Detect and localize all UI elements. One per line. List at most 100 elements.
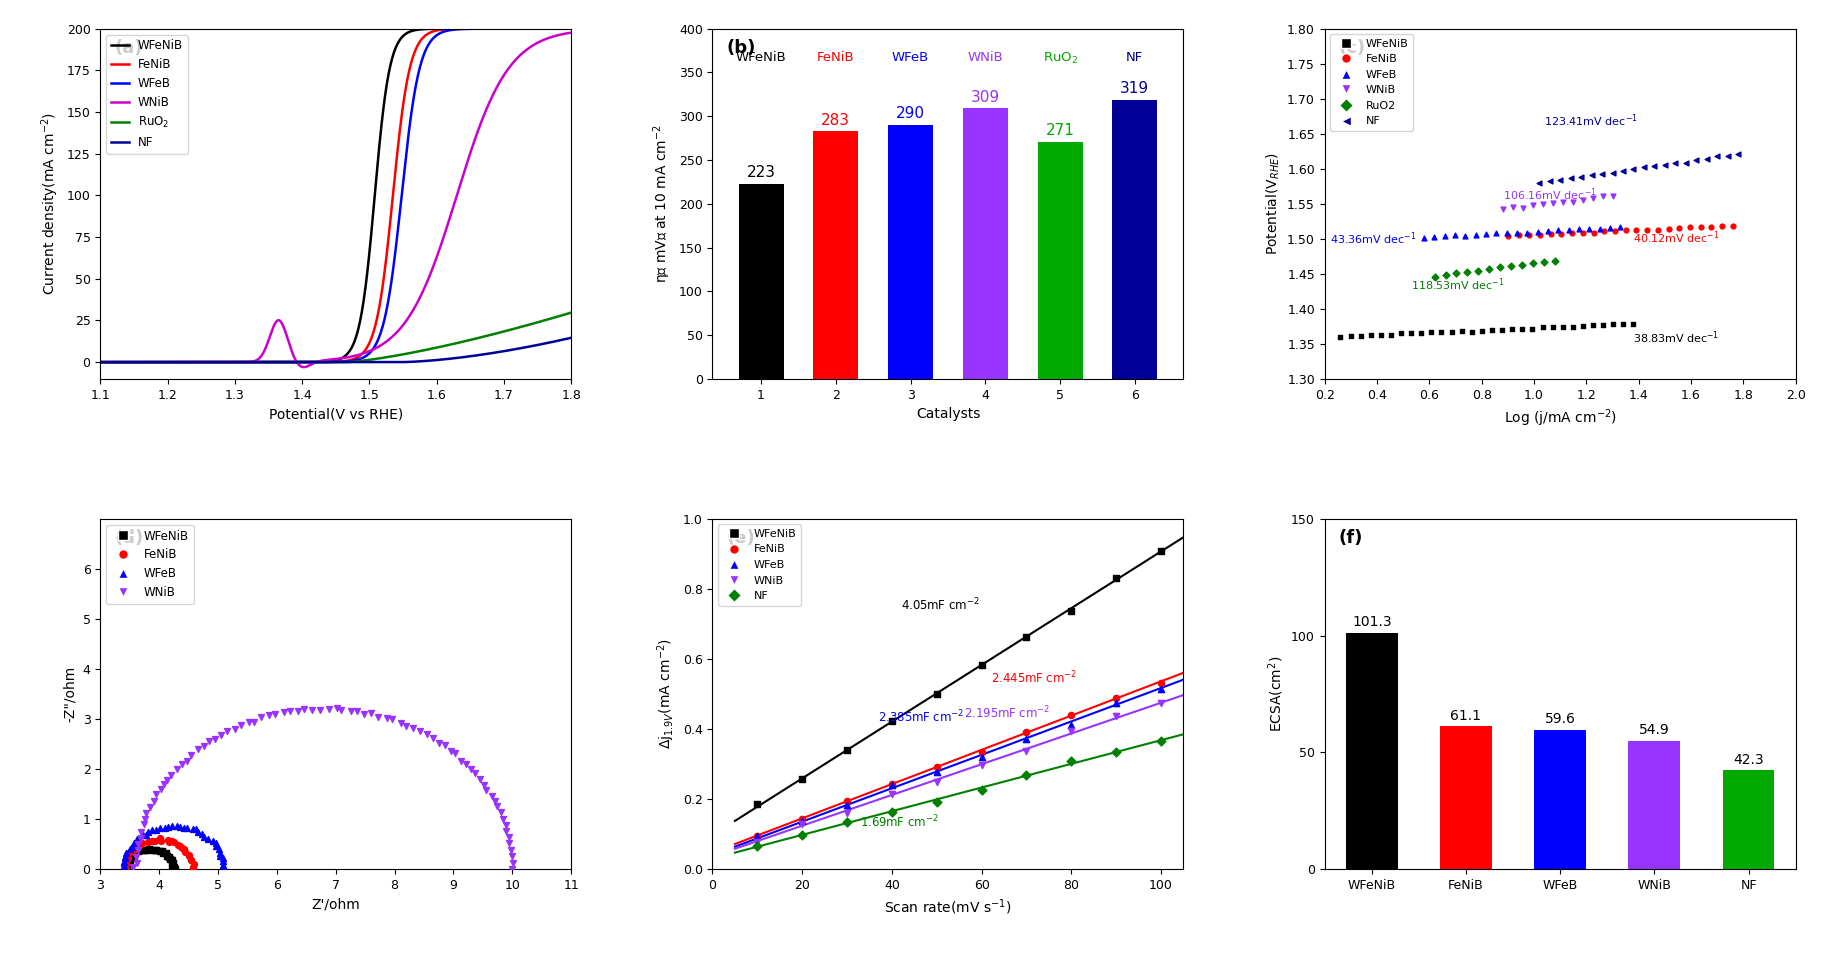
Point: [742, 835, 771, 850]
NF: [376, 356, 397, 368]
Point: [922, 775, 952, 790]
NF: [494, 345, 516, 356]
Text: 54.9: 54.9: [1639, 723, 1670, 737]
WFeNiB: [390, 33, 412, 45]
Line: WFeNiB: WFeNiB: [100, 29, 571, 362]
Point: [496, 842, 525, 858]
Y-axis label: -Z"/ohm: -Z"/ohm: [64, 666, 77, 722]
Point: [1608, 163, 1637, 179]
WFeNiB: [89, 356, 111, 368]
Bar: [1112, 99, 1158, 379]
Legend: WFeNiB, FeNiB, WFeB, WNiB, RuO2, NF: WFeNiB, FeNiB, WFeB, WNiB, RuO2, NF: [1331, 34, 1413, 131]
Point: [1488, 322, 1517, 337]
Point: [1633, 222, 1663, 237]
Point: [1499, 321, 1528, 336]
X-axis label: Z'/ohm: Z'/ohm: [312, 898, 361, 911]
Point: [1493, 225, 1522, 241]
Point: [788, 814, 817, 829]
Point: [1396, 326, 1426, 341]
Point: [355, 706, 385, 721]
Point: [1057, 603, 1087, 618]
Point: [184, 824, 213, 839]
Point: [109, 858, 139, 873]
Point: [1147, 681, 1176, 696]
Y-axis label: Potential(V$_{RHE}$): Potential(V$_{RHE}$): [1263, 152, 1282, 255]
Point: [436, 744, 465, 759]
Point: [1723, 146, 1752, 161]
Point: [1537, 226, 1566, 242]
Text: 309: 309: [972, 90, 999, 105]
Point: [1057, 708, 1087, 723]
Point: [124, 837, 153, 852]
Point: [118, 846, 148, 861]
Point: [833, 815, 862, 830]
Text: (c): (c): [1338, 39, 1365, 57]
Point: [1557, 171, 1586, 186]
Point: [115, 841, 144, 857]
Point: [173, 753, 202, 768]
Point: [492, 817, 521, 833]
Point: [498, 861, 527, 877]
Point: [122, 855, 151, 870]
Point: [153, 833, 182, 848]
Point: [122, 833, 151, 848]
X-axis label: Scan rate(mV s$^{-1}$): Scan rate(mV s$^{-1}$): [884, 898, 1012, 917]
FeNiB: [89, 356, 111, 368]
Point: [1588, 166, 1617, 181]
Text: (a): (a): [115, 39, 142, 57]
NF: [363, 356, 385, 368]
Point: [146, 781, 175, 796]
RuO$_2$: [118, 356, 140, 368]
Point: [1590, 223, 1619, 239]
Point: [124, 844, 153, 860]
Point: [155, 851, 184, 866]
WFeB: [560, 23, 582, 34]
Point: [1356, 328, 1385, 343]
Point: [1548, 226, 1577, 242]
Point: [1508, 321, 1537, 336]
Point: [1641, 159, 1670, 174]
Text: 2.385mF cm$^{-2}$: 2.385mF cm$^{-2}$: [879, 709, 964, 725]
Point: [1539, 196, 1568, 211]
Point: [1365, 328, 1395, 343]
Point: [1345, 328, 1375, 343]
Line: WFeB: WFeB: [100, 29, 571, 362]
Bar: [1440, 727, 1491, 869]
Point: [170, 841, 199, 857]
WFeNiB: [494, 23, 516, 34]
Y-axis label: η（ mV） at 10 mA cm$^{-2}$: η（ mV） at 10 mA cm$^{-2}$: [653, 124, 673, 284]
Point: [157, 852, 186, 867]
Point: [1101, 744, 1130, 759]
Text: FeNiB: FeNiB: [817, 51, 855, 64]
Point: [131, 812, 160, 827]
Point: [109, 859, 139, 874]
Text: 1.69mF cm$^{-2}$: 1.69mF cm$^{-2}$: [860, 814, 939, 830]
Point: [1336, 329, 1365, 344]
RuO$_2$: [363, 353, 385, 365]
Point: [1482, 225, 1511, 241]
Point: [1416, 325, 1446, 340]
Point: [1568, 192, 1597, 207]
Y-axis label: ECSA(cm$^2$): ECSA(cm$^2$): [1265, 656, 1285, 732]
Point: [1012, 731, 1041, 746]
Point: [235, 714, 264, 730]
Point: [1431, 228, 1460, 244]
FeNiB: [363, 326, 385, 337]
Point: [129, 842, 159, 858]
Bar: [1345, 632, 1398, 869]
Point: [1544, 223, 1573, 238]
Point: [126, 824, 155, 839]
Line: FeNiB: FeNiB: [100, 29, 571, 362]
Point: [833, 805, 862, 820]
Point: [117, 839, 146, 855]
Point: [877, 805, 906, 820]
Point: [133, 835, 162, 850]
Point: [1529, 254, 1559, 269]
Point: [1703, 149, 1732, 164]
WNiB: [118, 356, 140, 368]
Text: (b): (b): [727, 39, 757, 57]
Text: 283: 283: [822, 113, 850, 128]
Point: [131, 842, 160, 858]
Point: [447, 753, 476, 768]
Point: [1440, 227, 1469, 243]
